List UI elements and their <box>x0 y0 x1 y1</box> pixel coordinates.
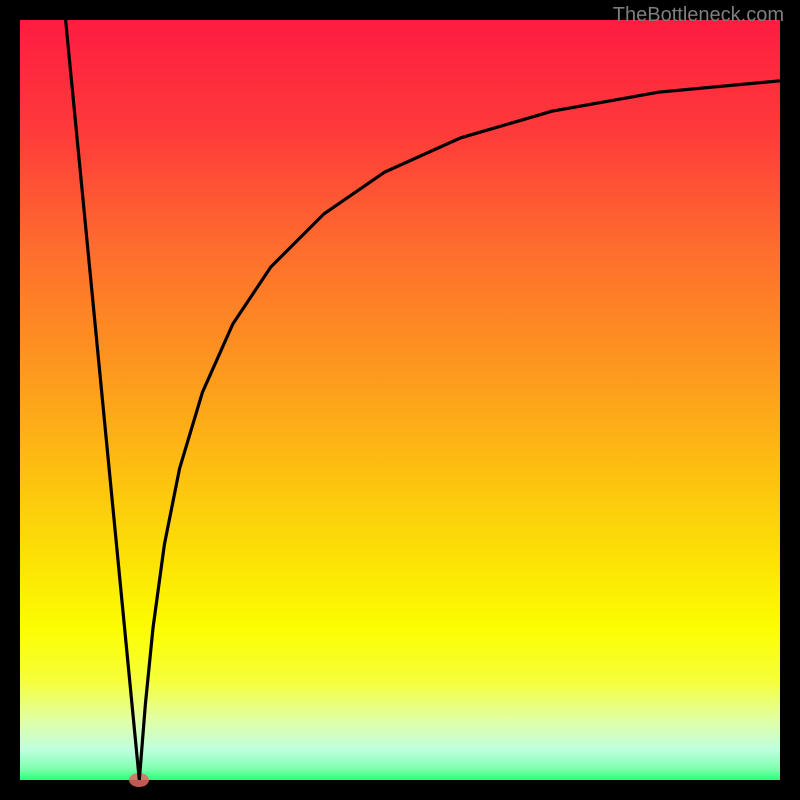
plot-area <box>20 20 780 780</box>
curve-path <box>66 20 780 780</box>
chart-container: { "watermark": { "text": "TheBottleneck.… <box>0 0 800 800</box>
curve-svg <box>20 20 780 780</box>
watermark-text: TheBottleneck.com <box>613 4 784 27</box>
